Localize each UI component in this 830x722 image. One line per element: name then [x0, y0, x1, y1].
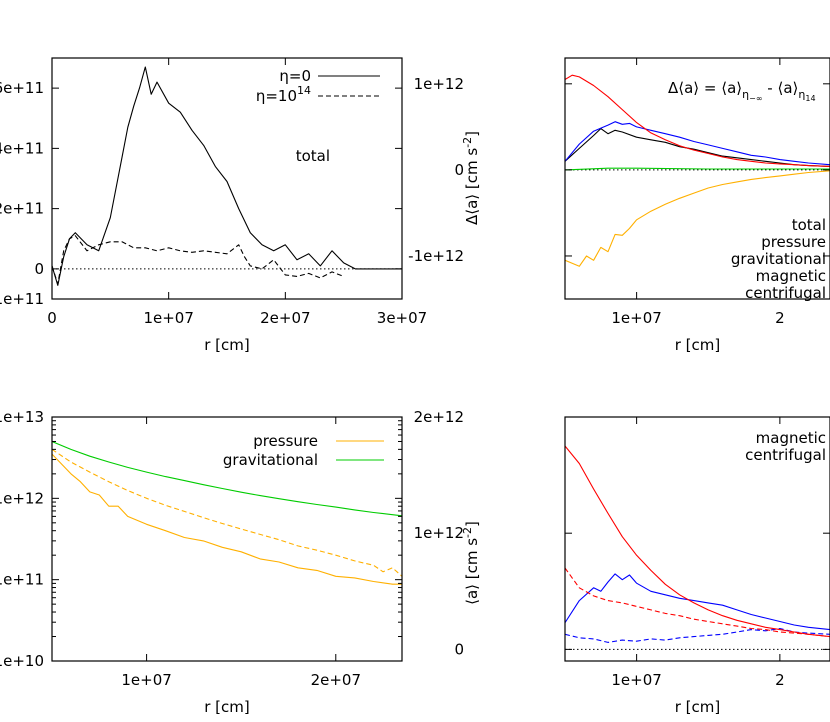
y-tick-label: -1e+12	[408, 247, 464, 265]
y-tick-label: 2e+11	[0, 200, 44, 218]
series-line-0	[52, 66, 402, 286]
panel-annotation: Δ⟨a⟩ = ⟨a⟩η−∞ - ⟨a⟩η14	[668, 79, 816, 103]
legend-label-gravitational: gravitational	[731, 250, 826, 268]
series-line-pressure	[52, 453, 402, 585]
legend-label-pressure: pressure	[253, 432, 318, 450]
series-line-pressure-dashed	[52, 448, 402, 577]
y-tick-label: -1e+11	[0, 290, 44, 308]
legend-label-magnetic: magnetic	[756, 267, 826, 285]
legend-label-magnetic: magnetic	[756, 429, 826, 447]
y-tick-label: 6e+11	[0, 79, 44, 97]
x-axis-label: r [cm]	[204, 336, 250, 354]
x-tick-label: 2	[775, 309, 785, 327]
plot-frame	[51, 416, 403, 662]
plot-frame	[564, 57, 830, 300]
series-line-total	[565, 128, 830, 167]
legend: totalpressuregravitationalmagneticcentri…	[731, 216, 826, 302]
y-tick-label: 0	[454, 161, 464, 179]
x-tick-label: 1e+07	[143, 309, 193, 327]
legend-label-total: total	[792, 216, 826, 234]
x-tick-label: 2e+07	[311, 671, 361, 689]
legend-label-0: η=0	[279, 67, 311, 85]
x-axis-label: r [cm]	[204, 698, 250, 716]
series-line-magnetic-dashed	[565, 627, 830, 643]
x-axis-label: r [cm]	[675, 336, 721, 354]
x-tick-label: 1e+07	[121, 671, 171, 689]
legend-label-centrifugal: centrifugal	[745, 446, 826, 464]
x-tick-label: 1e+07	[611, 671, 661, 689]
panel-delta-acceleration: 1e+07 2 -1e+12 0 1e+12 r [cm] Δ⟨a⟩ [cm s-2] tot…	[408, 57, 830, 354]
x-tick-label: 3e+07	[377, 309, 427, 327]
series-line-magnetic	[565, 573, 830, 631]
y-axis-label: ⟨a⟩ [cm s-2]	[461, 521, 481, 605]
series-line-gravitational	[52, 440, 402, 517]
plot-frame	[51, 57, 403, 300]
series-line-centrifugal	[565, 74, 830, 167]
series-line-gravitational	[565, 167, 830, 171]
panel-pressure-gravitational-log: 1e+07 2e+07 1e+10 1e+11 1e+12 1e+13 r [cm] pres…	[0, 408, 403, 716]
y-tick-label: 0	[34, 260, 44, 278]
x-axis-label: r [cm]	[675, 698, 721, 716]
y-tick-label: 1e+11	[0, 571, 44, 589]
plot-frame	[564, 416, 830, 662]
y-tick-label: 1e+12	[0, 489, 44, 507]
x-tick-label: 2	[775, 671, 785, 689]
legend: η=0η=1014	[256, 67, 380, 105]
series-line-pressure	[565, 170, 830, 267]
panel-magnetic-centrifugal: 1e+07 2 0 1e+12 2e+12 r [cm] ⟨a⟩ [cm s-2] magne…	[414, 408, 830, 716]
y-tick-label: 1e+13	[0, 408, 44, 426]
series-line-10	[52, 235, 344, 285]
legend-label-10: η=1014	[256, 84, 311, 105]
legend-label-gravitational: gravitational	[223, 451, 318, 469]
series-line-centrifugal-dashed	[565, 567, 830, 638]
y-axis-label: Δ⟨a⟩ [cm s-2]	[461, 131, 481, 225]
x-tick-label: 1e+07	[611, 309, 661, 327]
y-tick-label: 1e+12	[414, 75, 464, 93]
y-tick-label: 2e+12	[414, 408, 464, 426]
y-tick-label: 1e+10	[0, 652, 44, 670]
x-tick-label: 0	[47, 309, 57, 327]
legend-label-centrifugal: centrifugal	[745, 284, 826, 302]
y-tick-label: 4e+11	[0, 139, 44, 157]
panel-total-vs-r: 01e+072e+073e+07-1e+1102e+114e+116e+11r …	[0, 57, 427, 354]
legend-label-pressure: pressure	[761, 233, 826, 251]
series-line-centrifugal	[565, 445, 830, 638]
series-line-magnetic	[565, 121, 830, 166]
x-tick-label: 2e+07	[260, 309, 310, 327]
y-tick-label: 1e+12	[414, 524, 464, 542]
panel-annotation: total	[296, 147, 330, 165]
y-tick-label: 0	[454, 640, 464, 658]
